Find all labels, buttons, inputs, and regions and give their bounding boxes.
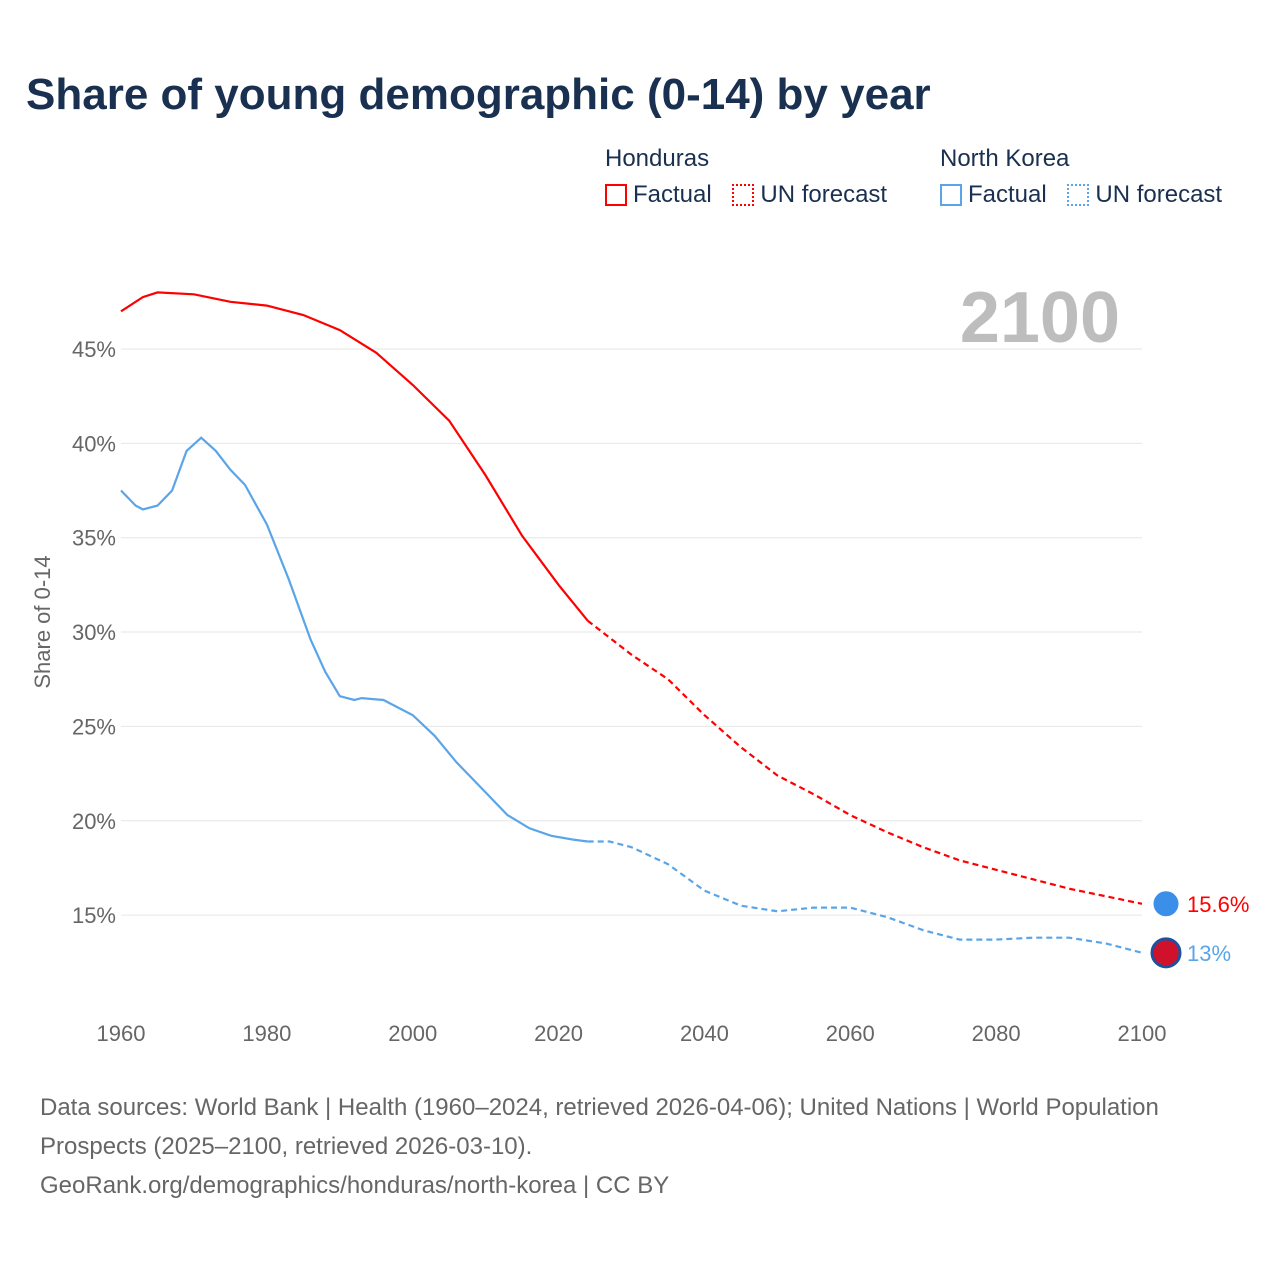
x-tick-label: 2040 bbox=[680, 1021, 729, 1046]
end-value-label: 15.6% bbox=[1187, 892, 1249, 917]
y-tick-label: 20% bbox=[72, 809, 116, 834]
series-line-forecast bbox=[587, 840, 1143, 954]
footer-sources: Data sources: World Bank | Health (1960–… bbox=[40, 1094, 1159, 1160]
chart-title: Share of young demographic (0-14) by yea… bbox=[26, 70, 931, 119]
y-axis-label: Share of 0-14 bbox=[30, 555, 55, 688]
x-tick-label: 2100 bbox=[1118, 1021, 1167, 1046]
flag-icon bbox=[1150, 888, 1182, 920]
flag-icon bbox=[1150, 937, 1182, 969]
legend-item-factual[interactable]: Factual bbox=[605, 181, 712, 208]
y-tick-label: 45% bbox=[72, 337, 116, 362]
legend-item-forecast[interactable]: UN forecast bbox=[1067, 181, 1222, 208]
legend-label: Factual bbox=[968, 181, 1047, 208]
footer: Data sources: World Bank | Health (1960–… bbox=[40, 1088, 1160, 1205]
x-tick-label: 1980 bbox=[242, 1021, 291, 1046]
x-tick-label: 2060 bbox=[826, 1021, 875, 1046]
y-tick-label: 30% bbox=[72, 620, 116, 645]
legend-group-honduras: Honduras Factual UN forecast bbox=[605, 145, 887, 209]
x-tick-label: 1960 bbox=[97, 1021, 146, 1046]
y-tick-label: 15% bbox=[72, 903, 116, 928]
x-tick-label: 2000 bbox=[388, 1021, 437, 1046]
y-tick-label: 35% bbox=[72, 526, 116, 551]
legend-label: UN forecast bbox=[760, 181, 888, 208]
x-tick-label: 2020 bbox=[534, 1021, 583, 1046]
x-tick-label: 2080 bbox=[972, 1021, 1021, 1046]
legend-item-forecast[interactable]: UN forecast bbox=[732, 181, 887, 208]
legend-item-factual[interactable]: Factual bbox=[940, 181, 1047, 208]
y-tick-label: 40% bbox=[72, 431, 116, 456]
series-line-forecast bbox=[587, 619, 1143, 905]
legend-group-title: Honduras bbox=[605, 145, 710, 172]
y-tick-label: 25% bbox=[72, 714, 116, 739]
end-value-label: 13% bbox=[1187, 941, 1231, 966]
series-line-factual bbox=[120, 436, 588, 843]
legend-group-title: North Korea bbox=[940, 145, 1070, 172]
legend-label: UN forecast bbox=[1095, 181, 1223, 208]
legend-label: Factual bbox=[633, 181, 712, 208]
year-label: 2100 bbox=[960, 278, 1120, 358]
series-line-factual bbox=[120, 291, 589, 622]
legend-group-north-korea: North Korea Factual UN forecast bbox=[940, 145, 1222, 209]
plot-area: 15% 20% 25% 30% 35% 40% 45% 1960 1980 2000 2020 204… bbox=[30, 278, 1249, 1046]
footer-attribution[interactable]: GeoRank.org/demographics/honduras/north-… bbox=[40, 1172, 670, 1199]
